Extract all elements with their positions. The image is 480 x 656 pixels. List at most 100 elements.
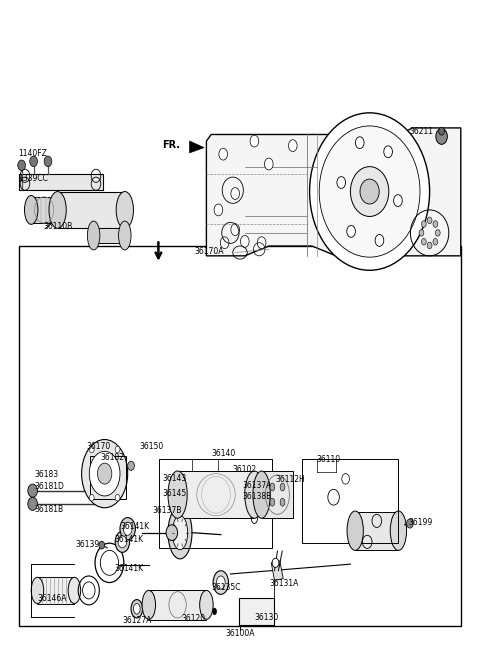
Text: 36150: 36150 — [139, 441, 164, 451]
Ellipse shape — [68, 577, 81, 604]
Ellipse shape — [427, 242, 432, 249]
Ellipse shape — [133, 604, 140, 614]
Ellipse shape — [166, 525, 178, 541]
Ellipse shape — [231, 224, 240, 236]
Text: 36102: 36102 — [232, 465, 256, 474]
Ellipse shape — [51, 195, 64, 224]
Ellipse shape — [49, 192, 66, 228]
Ellipse shape — [100, 550, 119, 575]
Text: 36137A: 36137A — [242, 481, 272, 490]
Polygon shape — [94, 228, 125, 243]
Bar — [239, 598, 274, 625]
Ellipse shape — [360, 179, 379, 204]
Ellipse shape — [119, 221, 131, 250]
Text: 36137B: 36137B — [153, 506, 182, 515]
Ellipse shape — [280, 499, 285, 506]
Ellipse shape — [407, 519, 413, 528]
Text: 36170A: 36170A — [194, 247, 224, 256]
Ellipse shape — [319, 126, 420, 257]
Ellipse shape — [87, 221, 100, 250]
Ellipse shape — [214, 204, 223, 216]
Ellipse shape — [253, 471, 270, 518]
Ellipse shape — [355, 137, 364, 149]
Polygon shape — [355, 512, 398, 550]
Ellipse shape — [115, 446, 120, 453]
Ellipse shape — [31, 577, 44, 604]
Bar — [159, 459, 272, 548]
Text: 36110: 36110 — [317, 455, 341, 464]
Ellipse shape — [89, 446, 94, 453]
Ellipse shape — [439, 127, 444, 135]
Text: 36138B: 36138B — [242, 492, 272, 501]
Polygon shape — [37, 577, 74, 604]
Ellipse shape — [168, 506, 192, 559]
Ellipse shape — [172, 516, 188, 550]
Text: 36199: 36199 — [408, 518, 432, 527]
Text: 36100A: 36100A — [225, 628, 255, 638]
Ellipse shape — [89, 451, 120, 496]
Ellipse shape — [231, 188, 240, 199]
Text: 36182: 36182 — [101, 453, 125, 462]
Ellipse shape — [421, 220, 426, 227]
Text: 36120: 36120 — [181, 614, 205, 623]
Ellipse shape — [18, 160, 25, 171]
Polygon shape — [149, 590, 206, 620]
Ellipse shape — [99, 541, 105, 549]
Text: 36139: 36139 — [76, 540, 100, 549]
Polygon shape — [19, 174, 103, 190]
Ellipse shape — [427, 217, 432, 224]
Text: 1140FZ: 1140FZ — [18, 149, 47, 158]
Text: 36127A: 36127A — [122, 616, 152, 625]
Ellipse shape — [120, 518, 135, 540]
Bar — [90, 456, 126, 499]
Ellipse shape — [347, 226, 355, 237]
Ellipse shape — [419, 230, 424, 236]
Ellipse shape — [219, 148, 228, 160]
Ellipse shape — [280, 483, 285, 491]
Ellipse shape — [347, 511, 363, 550]
Ellipse shape — [394, 195, 402, 207]
Ellipse shape — [245, 471, 264, 518]
Text: 36183: 36183 — [35, 470, 59, 480]
Ellipse shape — [115, 531, 130, 552]
Ellipse shape — [375, 234, 384, 246]
Ellipse shape — [116, 192, 133, 228]
Ellipse shape — [350, 167, 389, 216]
Ellipse shape — [123, 522, 132, 535]
Bar — [19, 246, 461, 626]
Ellipse shape — [97, 463, 112, 484]
Text: 36211: 36211 — [409, 127, 433, 136]
Ellipse shape — [310, 113, 430, 270]
Text: FR.: FR. — [162, 140, 180, 150]
Ellipse shape — [213, 608, 216, 615]
Text: 36140: 36140 — [211, 449, 236, 459]
Ellipse shape — [220, 237, 229, 249]
Ellipse shape — [83, 582, 95, 599]
Ellipse shape — [142, 590, 156, 619]
Text: 36141K: 36141K — [120, 522, 149, 531]
Ellipse shape — [421, 239, 426, 245]
Text: 36146A: 36146A — [37, 594, 67, 603]
Ellipse shape — [82, 440, 128, 508]
Ellipse shape — [28, 497, 37, 510]
Ellipse shape — [433, 239, 438, 245]
Ellipse shape — [240, 236, 249, 247]
Ellipse shape — [168, 471, 187, 518]
Text: 36181D: 36181D — [35, 482, 64, 491]
Text: 36181B: 36181B — [35, 504, 64, 514]
Text: 36110B: 36110B — [43, 222, 72, 231]
Ellipse shape — [30, 156, 37, 167]
Text: 36145: 36145 — [162, 489, 187, 498]
Ellipse shape — [118, 536, 127, 548]
Ellipse shape — [128, 461, 134, 470]
Ellipse shape — [200, 590, 213, 619]
Polygon shape — [262, 471, 293, 518]
Ellipse shape — [270, 483, 275, 491]
Ellipse shape — [24, 195, 38, 224]
Ellipse shape — [213, 571, 228, 594]
Ellipse shape — [272, 558, 279, 567]
Text: 36135C: 36135C — [211, 583, 240, 592]
Text: 36112H: 36112H — [275, 475, 305, 484]
Polygon shape — [190, 141, 204, 153]
Polygon shape — [58, 192, 125, 228]
